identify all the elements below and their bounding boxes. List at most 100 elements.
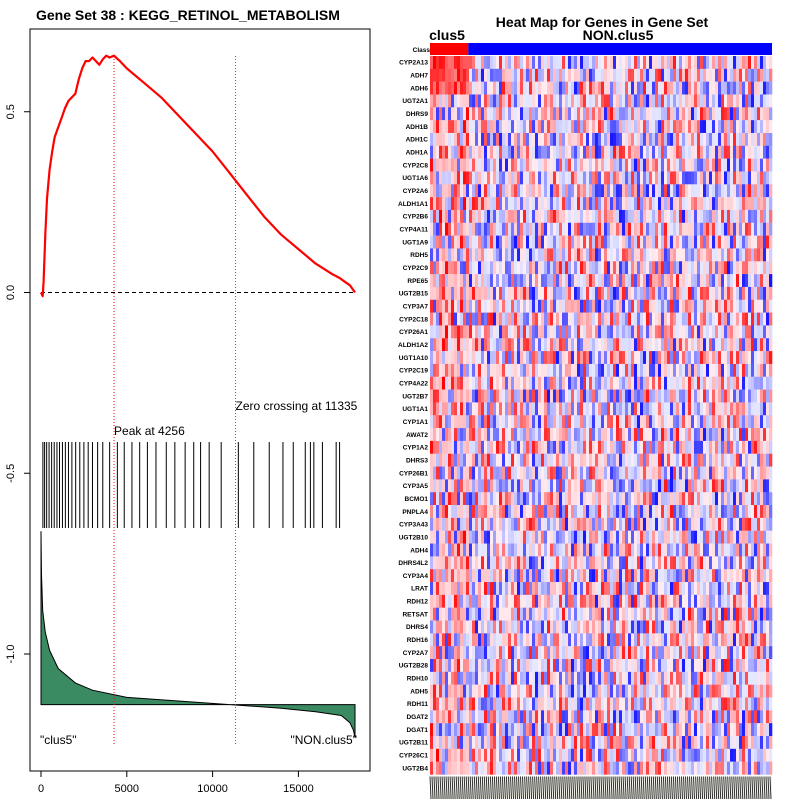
heatmap-cell [559, 594, 563, 608]
heatmap-cell [547, 556, 551, 570]
heatmap-cell [625, 594, 629, 608]
heatmap-cell [484, 543, 488, 557]
heatmap-cell [640, 492, 644, 506]
heatmap-cell [679, 428, 683, 442]
heatmap-cell [655, 184, 659, 198]
heatmap-cell [643, 582, 647, 596]
heatmap-cell [640, 517, 644, 531]
heatmap-cell [742, 505, 746, 519]
heatmap-cell [439, 389, 443, 403]
heatmap-cell [484, 556, 488, 570]
heatmap-cell [604, 428, 608, 442]
heatmap-cell [487, 453, 491, 467]
heatmap-cell [745, 556, 749, 570]
heatmap-cell [547, 248, 551, 262]
heatmap-cell [562, 145, 566, 159]
heatmap-cell [616, 351, 620, 365]
heatmap-cell [469, 132, 473, 147]
heatmap-cell [679, 415, 683, 429]
heatmap-cell [487, 338, 491, 352]
heatmap-cell [571, 517, 575, 531]
heatmap-cell [541, 440, 545, 454]
heatmap-cell [655, 440, 659, 454]
heatmap-cell [634, 312, 638, 326]
heatmap-cell [553, 222, 557, 236]
heatmap-cell [478, 351, 482, 365]
heatmap-cell [544, 274, 548, 288]
heatmap-cell [637, 107, 641, 121]
heatmap-title: Heat Map for Genes in Gene Set [496, 14, 709, 30]
heatmap-cell [511, 492, 515, 506]
heatmap-cell [529, 582, 533, 596]
heatmap-cell [589, 351, 593, 365]
heatmap-cell [466, 248, 470, 262]
heatmap-cell [589, 363, 593, 377]
heatmap-cell [718, 261, 722, 275]
heatmap-cell [592, 556, 596, 570]
heatmap-cell [547, 440, 551, 454]
heatmap-cell [751, 517, 755, 531]
heatmap-cell [631, 145, 635, 159]
heatmap-cell [454, 299, 458, 313]
heatmap-cell [754, 543, 758, 557]
heatmap-cell [673, 222, 677, 236]
heatmap-cell [658, 248, 662, 262]
heatmap-cell [496, 402, 500, 416]
heatmap-cell [511, 530, 515, 544]
heatmap-cell [460, 248, 464, 262]
heatmap-cell [592, 56, 596, 70]
heatmap-cell [508, 56, 512, 70]
heatmap-cell [493, 466, 497, 480]
heatmap-cell [433, 594, 437, 608]
heatmap-cell [502, 594, 506, 608]
heatmap-cell [718, 274, 722, 288]
heatmap-cell [460, 81, 464, 95]
heatmap-cell [691, 286, 695, 300]
heatmap-cell [766, 235, 770, 249]
heatmap-cell [469, 479, 473, 493]
heatmap-cell [451, 389, 455, 403]
heatmap-cell [673, 440, 677, 454]
heatmap-cell [718, 530, 722, 544]
heatmap-cell [712, 68, 716, 82]
heatmap-cell [541, 569, 545, 583]
heatmap-cell [445, 415, 449, 429]
heatmap-cell [763, 530, 767, 544]
heatmap-cell [565, 466, 569, 480]
heatmap-cell [763, 56, 767, 70]
heatmap-cell [577, 505, 581, 519]
heatmap-cell [610, 415, 614, 429]
heatmap-cell [502, 453, 506, 467]
heatmap-cell [655, 325, 659, 339]
heatmap-cell [763, 312, 767, 326]
heatmap-cell [451, 440, 455, 454]
heatmap-cell [574, 492, 578, 506]
heatmap-cell [481, 81, 485, 95]
heatmap-cell [646, 338, 650, 352]
heatmap-cell [502, 440, 506, 454]
heatmap-cell [544, 107, 548, 121]
heatmap-cell [676, 56, 680, 70]
heatmap-cell [514, 81, 518, 95]
heatmap-cell [523, 299, 527, 313]
heatmap-cell [643, 132, 647, 147]
heatmap-cell [436, 94, 440, 108]
heatmap-cell [766, 351, 770, 365]
heatmap-cell [535, 209, 539, 223]
heatmap-cell [592, 492, 596, 506]
heatmap-cell [628, 351, 632, 365]
heatmap-cell [703, 440, 707, 454]
heatmap-cell [520, 363, 524, 377]
heatmap-cell [433, 68, 437, 82]
heatmap-cell [550, 209, 554, 223]
heatmap-cell [748, 594, 752, 608]
heatmap-cell [655, 492, 659, 506]
heatmap-cell [448, 556, 452, 570]
heatmap-cell [595, 543, 599, 557]
heatmap-cell [754, 107, 758, 121]
heatmap-cell [703, 261, 707, 275]
heatmap-cell [544, 479, 548, 493]
heatmap-cell [439, 235, 443, 249]
heatmap-cell [661, 299, 665, 313]
heatmap-cell [601, 235, 605, 249]
